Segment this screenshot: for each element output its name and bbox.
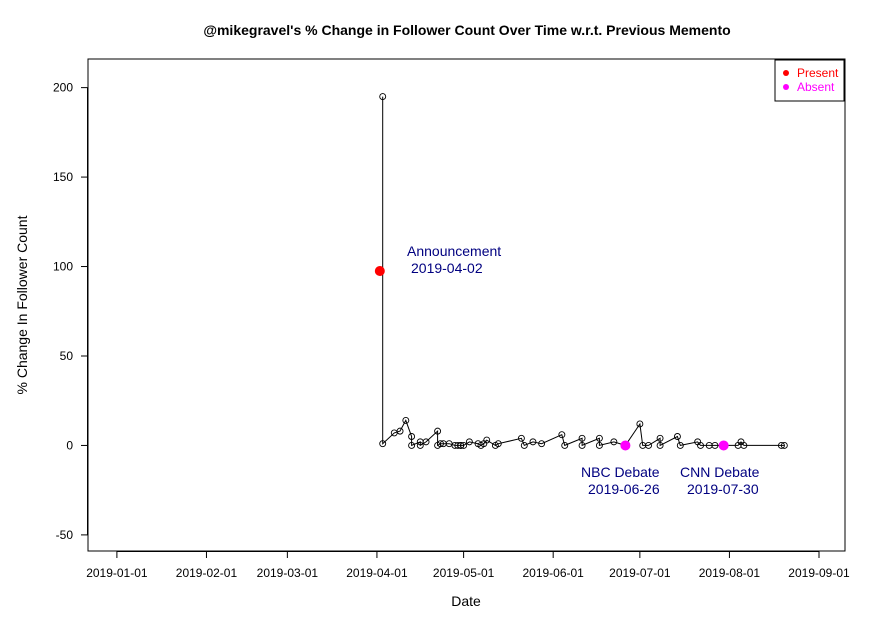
x-tick-label: 2019-05-01 [433,566,495,580]
y-axis-title: % Change In Follower Count [14,215,30,394]
data-point [538,440,546,448]
data-point [465,438,473,446]
legend-marker [783,84,789,90]
data-point [437,440,444,448]
data-point [636,420,644,428]
x-tick-label: 2019-09-01 [788,566,850,580]
annotation-label: CNN Debate [680,464,760,480]
data-point [396,427,404,435]
absent-point [718,440,729,451]
data-point [595,441,603,449]
data-point [457,441,465,449]
data-point [402,416,410,424]
data-point [578,441,586,449]
data-point [780,441,788,449]
data-point [408,433,416,440]
x-tick-label: 2019-06-01 [522,566,584,580]
present-point [374,266,385,277]
data-point [494,440,502,448]
y-tick-label: 100 [53,260,73,274]
annotation-date: 2019-04-02 [411,260,483,276]
annotation-date: 2019-07-30 [687,481,759,497]
data-point [711,441,719,449]
chart-title: @mikegravel's % Change in Follower Count… [203,22,730,38]
data-point [777,441,785,449]
highlight-layer [374,266,729,451]
data-point [529,438,537,446]
absent-point [620,440,631,451]
x-tick-label: 2019-02-01 [176,566,238,580]
x-tick-label: 2019-04-01 [346,566,408,580]
annotation-label: NBC Debate [581,464,660,480]
x-tick-label: 2019-01-01 [86,566,148,580]
annotation-label: Announcement [407,243,501,259]
data-point [645,441,652,449]
y-tick-label: 50 [60,349,74,363]
data-point [610,438,618,446]
data-point [697,441,704,449]
y-tick-label: -50 [56,528,74,542]
y-tick-label: 200 [53,81,73,95]
series-line [382,96,785,447]
data-point [520,441,528,449]
data-point [434,427,442,435]
data-point [460,441,468,449]
legend-marker [783,70,789,76]
data-point [416,441,424,449]
data-point [517,434,525,442]
data-point [740,441,748,449]
data-point [578,434,586,442]
annotation-date: 2019-06-26 [588,481,660,497]
data-point [483,436,491,444]
legend-box [774,59,845,102]
data-point [673,433,681,440]
data-point [558,431,566,439]
data-point [408,441,416,449]
x-axis: 2019-01-01 2019-02-01 2019-03-01 2019-04-01… [86,551,850,580]
y-tick-label: 150 [53,170,73,184]
x-tick-label: 2019-07-01 [609,566,671,580]
data-point [561,441,569,449]
data-point [379,93,387,101]
legend-label: Absent [797,80,835,94]
x-axis-title: Date [451,593,481,609]
data-point [656,434,664,442]
data-point [422,438,430,446]
x-tick-label: 2019-08-01 [699,566,761,580]
series-layer [379,93,788,449]
data-point [676,441,684,449]
y-tick-label: 0 [66,438,73,452]
x-tick-label: 2019-03-01 [257,566,319,580]
data-point [379,440,387,448]
data-point [595,434,603,442]
y-axis: -50 0 50 100 150 200 [53,81,88,542]
legend-label: Present [797,66,839,80]
data-point [656,441,664,449]
